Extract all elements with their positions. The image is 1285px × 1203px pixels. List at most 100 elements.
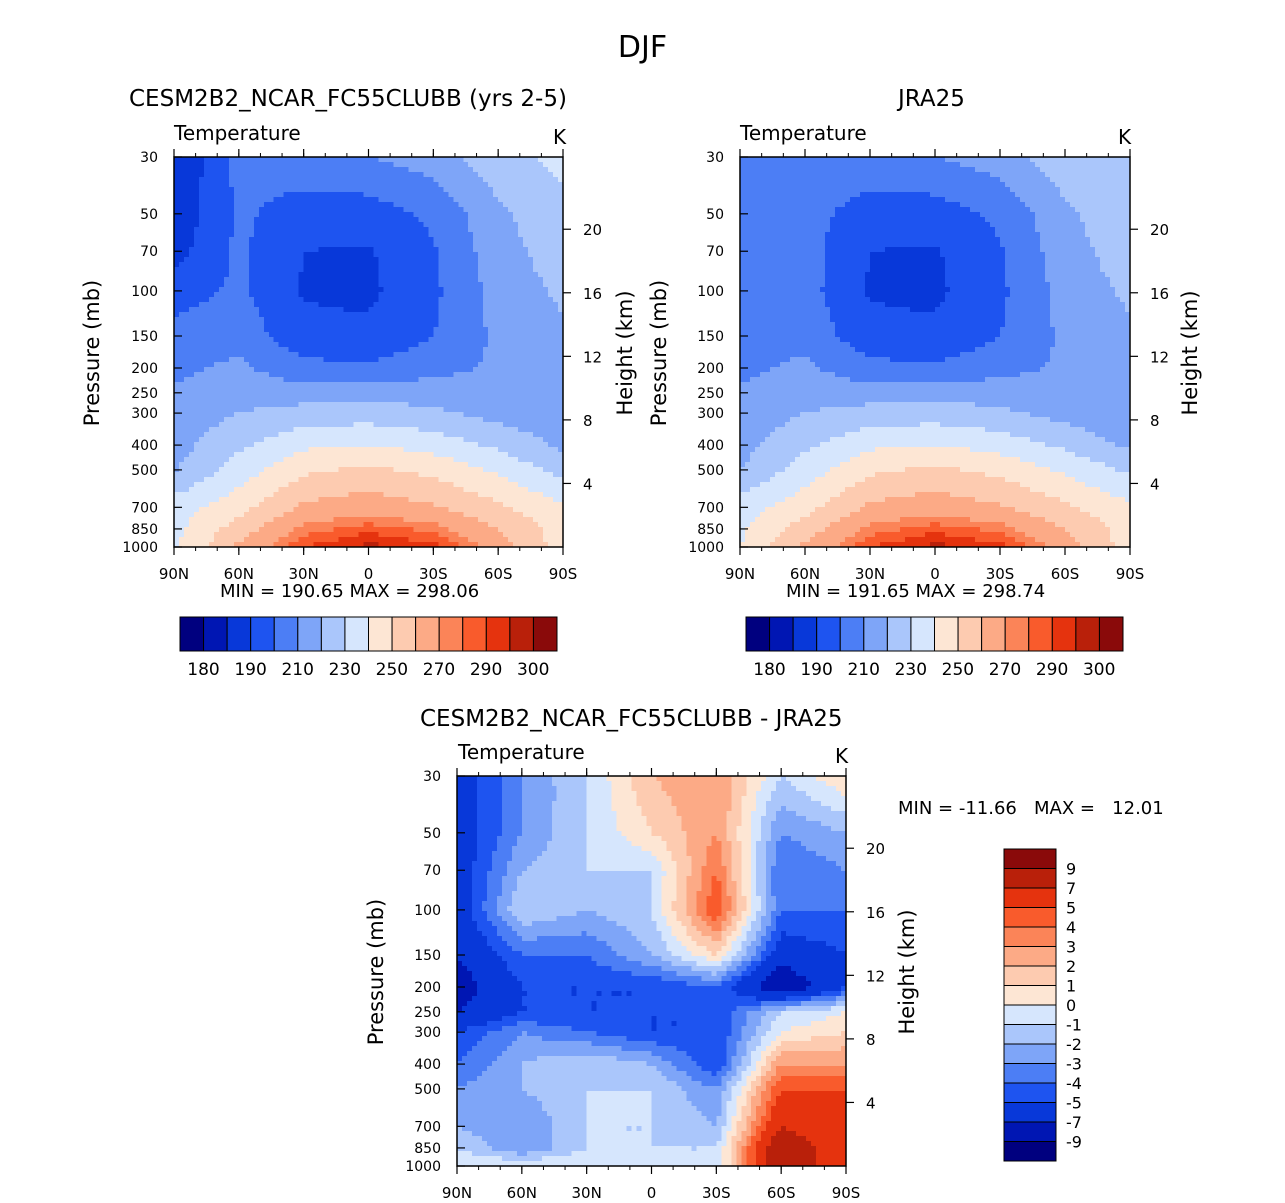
model-cell: [433, 192, 439, 198]
model-cell: [339, 177, 345, 183]
model-cell: [369, 262, 375, 268]
model-cell: [443, 272, 449, 278]
model-cell: [249, 277, 255, 283]
model-cell: [334, 167, 340, 173]
model-cell: [443, 202, 449, 208]
model-cell: [408, 237, 414, 243]
model-cell: [423, 192, 429, 198]
model-cell: [289, 167, 295, 173]
model-cell: [408, 217, 414, 223]
model-cell: [339, 162, 345, 168]
model-cell: [488, 187, 494, 193]
model-cell: [483, 237, 489, 243]
model-cell: [508, 182, 514, 188]
model-cell: [279, 232, 285, 238]
model-cell: [294, 277, 300, 283]
model-cell: [543, 247, 549, 253]
model-cell: [498, 192, 504, 198]
model-cell: [483, 257, 489, 263]
model-cell: [478, 252, 484, 258]
model-cell: [408, 177, 414, 183]
model-cell: [174, 252, 180, 258]
model-cell: [219, 167, 225, 173]
model-cell: [229, 267, 235, 273]
model-cell: [373, 177, 379, 183]
model-cell: [448, 197, 454, 203]
model-cell: [284, 177, 290, 183]
model-cell: [349, 217, 355, 223]
model-cell: [433, 257, 439, 263]
model-cell: [274, 212, 280, 218]
model-cell: [284, 257, 290, 263]
model-cell: [423, 262, 429, 268]
model-cell: [503, 252, 509, 258]
model-cell: [438, 177, 444, 183]
model-cell: [184, 237, 190, 243]
model-cell: [453, 187, 459, 193]
model-cell: [294, 237, 300, 243]
model-cell: [174, 257, 180, 263]
model-cell: [354, 272, 360, 278]
model-cell: [443, 242, 449, 248]
model-cell: [528, 207, 534, 213]
model-cell: [319, 182, 325, 188]
model-cell: [468, 237, 474, 243]
model-cell: [234, 157, 240, 163]
model-cell: [349, 247, 355, 253]
model-cell: [388, 222, 394, 228]
model-cell: [224, 237, 230, 243]
model-cell: [553, 202, 559, 208]
model-cell: [269, 212, 275, 218]
model-cell: [393, 242, 399, 248]
model-cell: [319, 177, 325, 183]
model-cell: [284, 272, 290, 278]
model-cell: [359, 187, 365, 193]
model-cell: [423, 177, 429, 183]
model-cell: [503, 232, 509, 238]
model-cell: [199, 197, 205, 203]
model-cell: [548, 157, 554, 163]
model-cell: [393, 202, 399, 208]
model-cell: [483, 187, 489, 193]
model-cell: [498, 237, 504, 243]
model-cell: [453, 242, 459, 248]
model-cell: [264, 267, 270, 273]
model-cell: [523, 167, 529, 173]
model-cell: [339, 172, 345, 178]
model-cell: [388, 172, 394, 178]
model-cell: [209, 192, 215, 198]
model-cell: [269, 207, 275, 213]
model-cell: [548, 187, 554, 193]
model-cell: [443, 207, 449, 213]
model-cell: [413, 217, 419, 223]
model-cell: [219, 217, 225, 223]
model-cell: [468, 222, 474, 228]
model-cell: [219, 202, 225, 208]
model-cell: [523, 252, 529, 258]
model-cell: [463, 177, 469, 183]
model-cell: [488, 242, 494, 248]
model-cell: [204, 227, 210, 233]
model-cell: [244, 167, 250, 173]
model-cell: [254, 217, 260, 223]
model-cell: [523, 187, 529, 193]
model-cell: [483, 242, 489, 248]
model-cell: [378, 262, 384, 268]
model-cell: [334, 177, 340, 183]
model-cell: [299, 262, 305, 268]
model-cell: [423, 182, 429, 188]
model-cell: [269, 162, 275, 168]
model-cell: [364, 157, 370, 163]
model-cell: [518, 222, 524, 228]
model-cell: [254, 192, 260, 198]
model-cell: [413, 182, 419, 188]
model-cell: [284, 247, 290, 253]
model-cell: [373, 212, 379, 218]
model-cell: [388, 237, 394, 243]
model-cell: [513, 237, 519, 243]
model-cell: [478, 162, 484, 168]
model-cell: [309, 207, 315, 213]
model-cell: [398, 192, 404, 198]
model-cell: [543, 167, 549, 173]
model-cell: [463, 222, 469, 228]
